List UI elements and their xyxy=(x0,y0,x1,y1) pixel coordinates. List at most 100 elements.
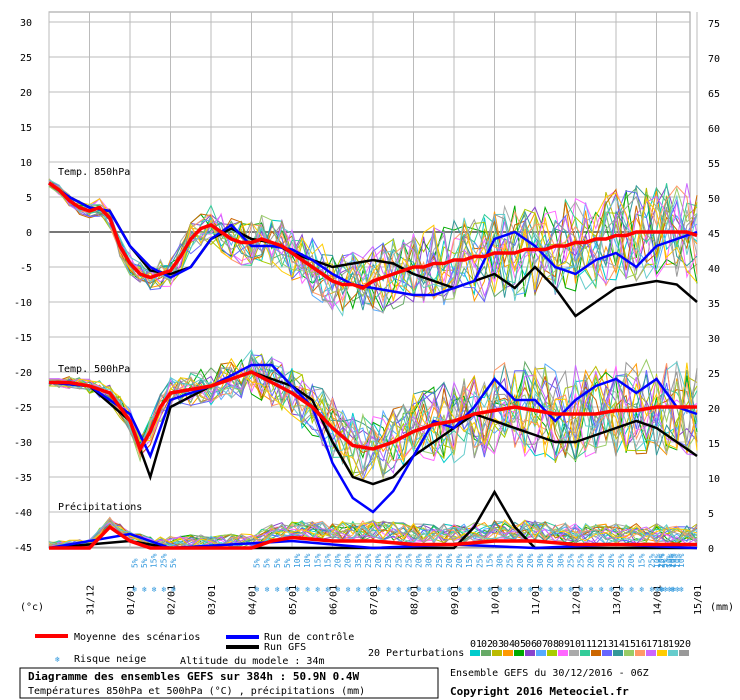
snow-risk-value: 20% xyxy=(334,553,343,568)
perturbation-swatch-label: 02 xyxy=(481,639,493,650)
snowflake-icon: ❄ xyxy=(679,585,684,594)
snow-risk-value: 25% xyxy=(506,553,515,568)
perturbation-swatch-label: 19 xyxy=(668,639,680,650)
snowflake-icon: ❄ xyxy=(579,585,584,594)
right-tick-label: 25 xyxy=(708,369,720,380)
right-tick-label: 15 xyxy=(708,439,720,450)
perturbation-line xyxy=(48,354,698,476)
perturbation-swatch xyxy=(679,650,689,656)
snowflake-icon: ❄ xyxy=(487,585,492,594)
snowflake-icon: ❄ xyxy=(325,585,330,594)
snow-risk-value: 20% xyxy=(627,553,636,568)
right-tick-label: 70 xyxy=(708,54,720,65)
snowflake-icon: ❄ xyxy=(639,585,644,594)
x-tick-label: 10/01 xyxy=(491,585,502,615)
perturbation-swatch-label: 08 xyxy=(547,639,559,650)
right-tick-label: 45 xyxy=(708,229,720,240)
right-tick-label: 40 xyxy=(708,264,720,275)
left-tick-label: 25 xyxy=(20,53,32,64)
snowflake-icon: ❄ xyxy=(152,585,157,594)
perturbation-line xyxy=(48,179,698,306)
snow-risk-value: 5% xyxy=(253,558,262,568)
perturbation-swatch xyxy=(602,650,612,656)
right-tick-label: 30 xyxy=(708,334,720,345)
snow-risk-value: 20% xyxy=(657,553,666,568)
perturbation-swatch-label: 18 xyxy=(657,639,669,650)
left-tick-label: 5 xyxy=(26,193,32,204)
x-tick-label: 13/01 xyxy=(612,585,623,615)
x-tick-label: 05/01 xyxy=(288,585,299,615)
snow-risk-value: 10% xyxy=(303,553,312,568)
perturbation-swatch xyxy=(657,650,667,656)
snowflake-icon: ❄ xyxy=(568,585,573,594)
snowflake-icon: ❄ xyxy=(161,585,166,594)
snowflake-icon: ❄ xyxy=(305,585,310,594)
snow-risk-value: 20% xyxy=(607,553,616,568)
left-tick-label: -35 xyxy=(14,473,32,484)
snow-risk-value: 25% xyxy=(577,553,586,568)
snow-risk-value: 20% xyxy=(344,553,353,568)
x-tick-label: 03/01 xyxy=(207,585,218,615)
snow-risk-value: 5% xyxy=(263,558,272,568)
snowflake-icon: ❄ xyxy=(609,585,614,594)
legend-snow-label: Risque neige xyxy=(74,654,146,665)
left-tick-label: 15 xyxy=(20,123,32,134)
snow-risk-value: 10% xyxy=(653,553,662,568)
snowflake-icon: ❄ xyxy=(599,585,604,594)
snow-risk-value: 15% xyxy=(465,553,474,568)
perturbation-swatch-label: 01 xyxy=(470,639,482,650)
snow-risk-value: 20% xyxy=(415,553,424,568)
snowflake-icon: ❄ xyxy=(447,585,452,594)
snow-risk-value: 5% xyxy=(661,558,670,568)
ensemble-mean-line xyxy=(48,181,698,290)
snowflake-icon: ❄ xyxy=(655,585,660,594)
snowflake-icon: ❄ xyxy=(55,655,60,664)
snowflake-icon: ❄ xyxy=(336,585,341,594)
right-tick-label: 0 xyxy=(708,544,714,555)
perturbation-line xyxy=(48,519,698,549)
perturbation-swatch xyxy=(547,650,557,656)
left-tick-label: -25 xyxy=(14,403,32,414)
main-series-lines xyxy=(48,181,698,550)
legend-mean-label: Moyenne des scénarios xyxy=(74,631,200,643)
snow-risk-value: 25% xyxy=(617,553,626,568)
perturbation-swatch xyxy=(525,650,535,656)
perturbation-swatch-label: 07 xyxy=(536,639,548,650)
snowflake-icon: ❄ xyxy=(295,585,300,594)
snow-risk-value: 15% xyxy=(150,553,159,568)
footer-run-label: Ensemble GEFS du 30/12/2016 - 06Z xyxy=(450,668,649,679)
snow-risk-value: 10% xyxy=(673,553,682,568)
right-tick-label: 10 xyxy=(708,474,720,485)
snowflake-icon: ❄ xyxy=(427,585,432,594)
snow-risk-value: 20% xyxy=(516,553,525,568)
snow-risk-value: 25% xyxy=(475,553,484,568)
perturbation-swatch-label: 04 xyxy=(503,639,515,650)
perturbation-line xyxy=(48,357,698,475)
snow-risk-value: 20% xyxy=(546,553,555,568)
left-tick-label: -45 xyxy=(14,543,32,554)
snowflake-icon: ❄ xyxy=(671,585,676,594)
snow-risk-value: 25% xyxy=(435,553,444,568)
snow-risk-value: 15% xyxy=(485,553,494,568)
snowflake-icon: ❄ xyxy=(406,585,411,594)
perturbation-swatch xyxy=(613,650,623,656)
snowflake-icon: ❄ xyxy=(619,585,624,594)
section-label-t850: Temp. 850hPa xyxy=(58,167,130,178)
right-tick-label: 65 xyxy=(708,89,720,100)
snow-risk-value: 30% xyxy=(425,553,434,568)
x-tick-label: 01/01 xyxy=(126,585,137,615)
snowflake-icon: ❄ xyxy=(498,585,503,594)
snowflake-icon: ❄ xyxy=(132,585,137,594)
footer-subtitle: Températures 850hPa et 500hPa (°C) , pré… xyxy=(28,685,365,697)
x-tick-label: 12/01 xyxy=(572,585,583,615)
snowflake-icon: ❄ xyxy=(518,585,523,594)
snow-risk-value: 10% xyxy=(677,553,686,568)
perturbation-swatch-label: 15 xyxy=(624,639,636,650)
snowflake-icon: ❄ xyxy=(265,585,270,594)
snowflake-icon: ❄ xyxy=(437,585,442,594)
snowflake-icon: ❄ xyxy=(315,585,320,594)
x-tick-label: 15/01 xyxy=(693,585,704,615)
perturbation-swatch xyxy=(558,650,568,656)
